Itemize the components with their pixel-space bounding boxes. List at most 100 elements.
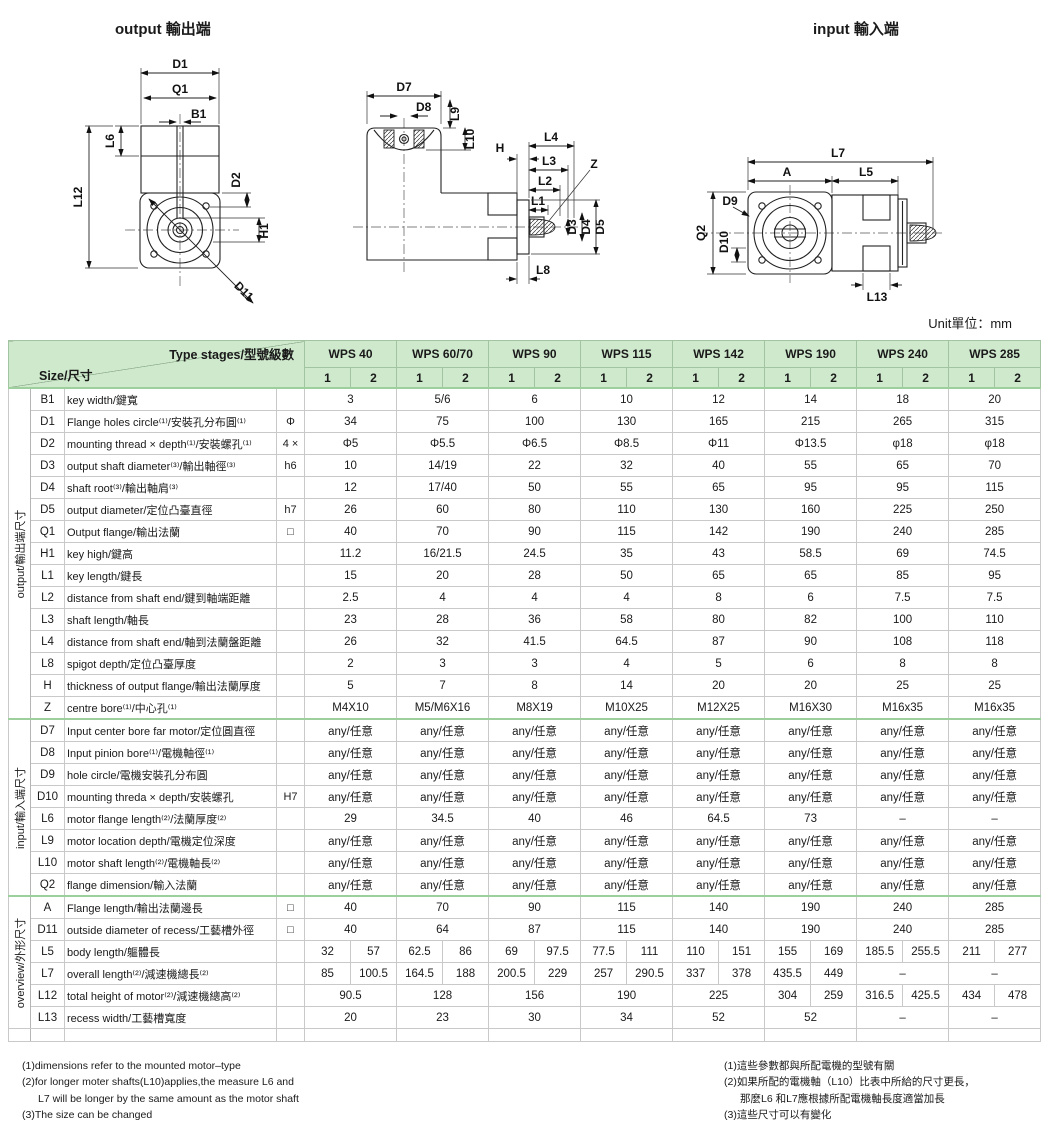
row-code: L5	[30, 940, 65, 963]
value-cell: 90	[488, 895, 582, 919]
value-cell: any/任意	[856, 763, 950, 786]
table-row: D8 Input pinion bore⁽¹⁾/電機軸徑⁽¹⁾ any/任意 any/…	[9, 741, 1042, 764]
table-row: input/輸入端尺寸 D7 Input center bore far motor…	[8, 718, 1042, 897]
row-symbol	[276, 829, 305, 852]
dim-label-l6: L6	[103, 134, 117, 148]
value-cell: 40	[303, 918, 398, 941]
value-cell: 40	[488, 807, 582, 830]
value-cell: 4	[580, 652, 674, 675]
input-end-diagram: L7 A L5 D9 Q2 D10 L13	[694, 146, 943, 304]
value-cell: –	[856, 807, 950, 830]
row-code: D7	[30, 718, 65, 742]
row-description: outside diameter of recess/工藝槽外徑	[64, 918, 277, 941]
value-cell: 52	[672, 1006, 766, 1029]
table-row: D1 Flange holes circle⁽¹⁾/安裝孔分布圓⁽¹⁾ Φ 34 75 1…	[9, 410, 1042, 433]
table-row: D10 mounting threda × depth/安裝螺孔 H7 any/任意 a…	[9, 785, 1042, 808]
dim-label-d2: D2	[229, 172, 243, 188]
value-cell: 128	[396, 984, 490, 1007]
output-end-diagram: D1 Q1 B1 L6 L12 D2 H1 D11	[71, 57, 271, 304]
value-cell: 85	[304, 962, 351, 985]
dim-label-l9: L9	[448, 107, 462, 121]
value-cell: –	[948, 1006, 1042, 1029]
value-cell: 25	[948, 674, 1042, 697]
value-cell: 337	[672, 962, 720, 985]
stage-column-header: 2	[994, 367, 1042, 389]
value-cell: any/任意	[303, 785, 398, 808]
dim-label-l4: L4	[544, 130, 558, 144]
value-cell: 34	[303, 410, 398, 433]
value-cell: 229	[534, 962, 582, 985]
empty-cell	[488, 1028, 582, 1042]
row-symbol	[276, 387, 305, 411]
stage-column-header: 1	[672, 367, 720, 389]
value-cell: any/任意	[303, 851, 398, 874]
value-cell: 378	[718, 962, 766, 985]
value-cell: 62.5	[396, 940, 444, 963]
value-cell: 20	[672, 674, 766, 697]
table-row: Q2 flange dimension/輸入法蘭 any/任意 any/任意 any/任…	[9, 873, 1042, 897]
value-cell: 316.5	[856, 984, 904, 1007]
model-column-header: WPS 285	[948, 340, 1042, 368]
value-cell: 155	[764, 940, 812, 963]
value-cell: 15	[303, 564, 398, 587]
value-cell: 12	[303, 476, 398, 499]
value-cell: 151	[718, 940, 766, 963]
value-cell: 140	[672, 895, 766, 919]
row-symbol: □	[276, 520, 305, 543]
value-cell: any/任意	[303, 741, 398, 764]
value-cell: M8X19	[488, 696, 582, 720]
value-cell: any/任意	[488, 873, 582, 897]
unit-label: Unit單位：mm	[928, 316, 1012, 331]
value-cell: 3	[488, 652, 582, 675]
value-cell: M16X30	[764, 696, 858, 720]
table-row: H1 key high/鍵高 11.2 16/21.5 24.5 35 43 58.5 69 74…	[9, 542, 1042, 565]
footnotes-chinese: (1)這些參數都與所配電機的型號有關 (2)如果所配的電機軸（L10）比表中所給…	[724, 1058, 1026, 1123]
footnote-line: (3)The size can be changed	[22, 1108, 153, 1121]
value-cell: 40	[303, 520, 398, 543]
value-cell: 50	[580, 564, 674, 587]
row-description: key length/鍵長	[64, 564, 277, 587]
value-cell: 8	[672, 586, 766, 609]
footnote-line: (2)如果所配的電機軸（L10）比表中所給的尺寸更長，	[724, 1076, 975, 1089]
value-cell: 4	[396, 586, 490, 609]
model-column-header: WPS 40	[303, 340, 398, 368]
row-symbol: □	[276, 895, 305, 919]
value-cell: 240	[856, 895, 950, 919]
value-cell: any/任意	[580, 763, 674, 786]
row-code: L6	[30, 807, 65, 830]
value-cell: any/任意	[948, 763, 1042, 786]
footnote-line: 那麼L6 和L7應根據所配電機軸長度適當加長	[740, 1092, 945, 1105]
value-cell: 8	[488, 674, 582, 697]
stage-column-header: 1	[304, 367, 351, 389]
value-cell: any/任意	[488, 763, 582, 786]
value-cell: any/任意	[580, 851, 674, 874]
value-cell: 100	[856, 608, 950, 631]
value-cell: 73	[764, 807, 858, 830]
row-symbol	[276, 476, 305, 499]
row-description: spigot depth/定位凸臺厚度	[64, 652, 277, 675]
value-cell: 190	[580, 984, 674, 1007]
value-cell: 4	[580, 586, 674, 609]
value-cell: 86	[442, 940, 490, 963]
value-cell: Φ5.5	[396, 432, 490, 455]
value-cell: 80	[672, 608, 766, 631]
value-cell: 41.5	[488, 630, 582, 653]
table-row: L1 key length/鍵長 15 20 28 50 65 65 85 95	[9, 564, 1042, 587]
empty-cell	[8, 1028, 31, 1042]
value-cell: 225	[672, 984, 766, 1007]
value-cell: 10	[303, 454, 398, 477]
empty-cell	[856, 1028, 950, 1042]
row-symbol: H7	[276, 785, 305, 808]
row-symbol: 4 ×	[276, 432, 305, 455]
value-cell: any/任意	[764, 718, 858, 742]
value-cell: 110	[672, 940, 720, 963]
value-cell: 87	[488, 918, 582, 941]
value-cell: any/任意	[396, 829, 490, 852]
value-cell: 250	[948, 498, 1042, 521]
table-row: L10 motor shaft length⁽²⁾/電機軸長⁽²⁾ any/任意 an…	[9, 851, 1042, 874]
value-cell: 115	[580, 895, 674, 919]
value-cell: 17/40	[396, 476, 490, 499]
row-description: flange dimension/輸入法蘭	[64, 873, 277, 897]
value-cell: 115	[580, 520, 674, 543]
value-cell: 75	[396, 410, 490, 433]
